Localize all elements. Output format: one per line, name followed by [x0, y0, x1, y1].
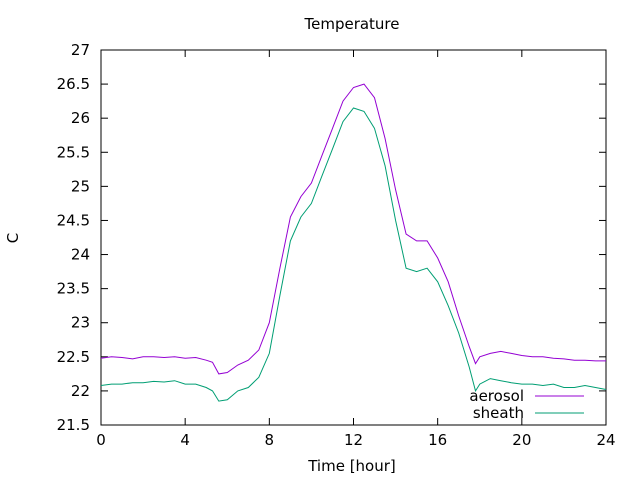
x-tick-label: 8: [265, 431, 275, 449]
y-tick-label: 24.5: [57, 211, 90, 229]
x-tick-label: 0: [96, 431, 106, 449]
y-tick-label: 22: [71, 382, 90, 400]
x-tick-label: 4: [180, 431, 190, 449]
plot-frame: [100, 49, 607, 426]
legend-label-aerosol: aerosol: [469, 387, 524, 405]
x-tick-label: 20: [512, 431, 531, 449]
series-lines: [100, 83, 607, 402]
legend-label-sheath: sheath: [473, 404, 524, 422]
series-line-aerosol: [100, 83, 606, 375]
y-tick-label: 23.5: [57, 280, 90, 298]
x-tick-label: 12: [344, 431, 363, 449]
y-tick-label: 25: [71, 177, 90, 195]
y-tick-label: 26: [71, 109, 90, 127]
y-tick-label: 23: [71, 314, 90, 332]
x-tick-label: 24: [596, 431, 615, 449]
y-axis: 21.5 22 22.5 23 23.5 24 24.5 25 25.5 26 26.5 27: [57, 41, 606, 434]
y-tick-label: 22.5: [57, 348, 90, 366]
series-line-sheath: [100, 107, 607, 402]
chart-title: Temperature: [303, 15, 399, 33]
y-tick-label: 21.5: [57, 416, 90, 434]
y-tick-label: 24: [71, 246, 90, 264]
y-tick-label: 27: [71, 41, 90, 59]
y-tick-label: 26.5: [57, 75, 90, 93]
y-tick-label: 25.5: [57, 143, 90, 161]
x-tick-label: 16: [428, 431, 447, 449]
y-axis-label: C: [4, 233, 22, 243]
x-axis-label: Time [hour]: [307, 457, 396, 475]
x-axis: 0 4 8 12 16 20 24: [96, 50, 616, 449]
